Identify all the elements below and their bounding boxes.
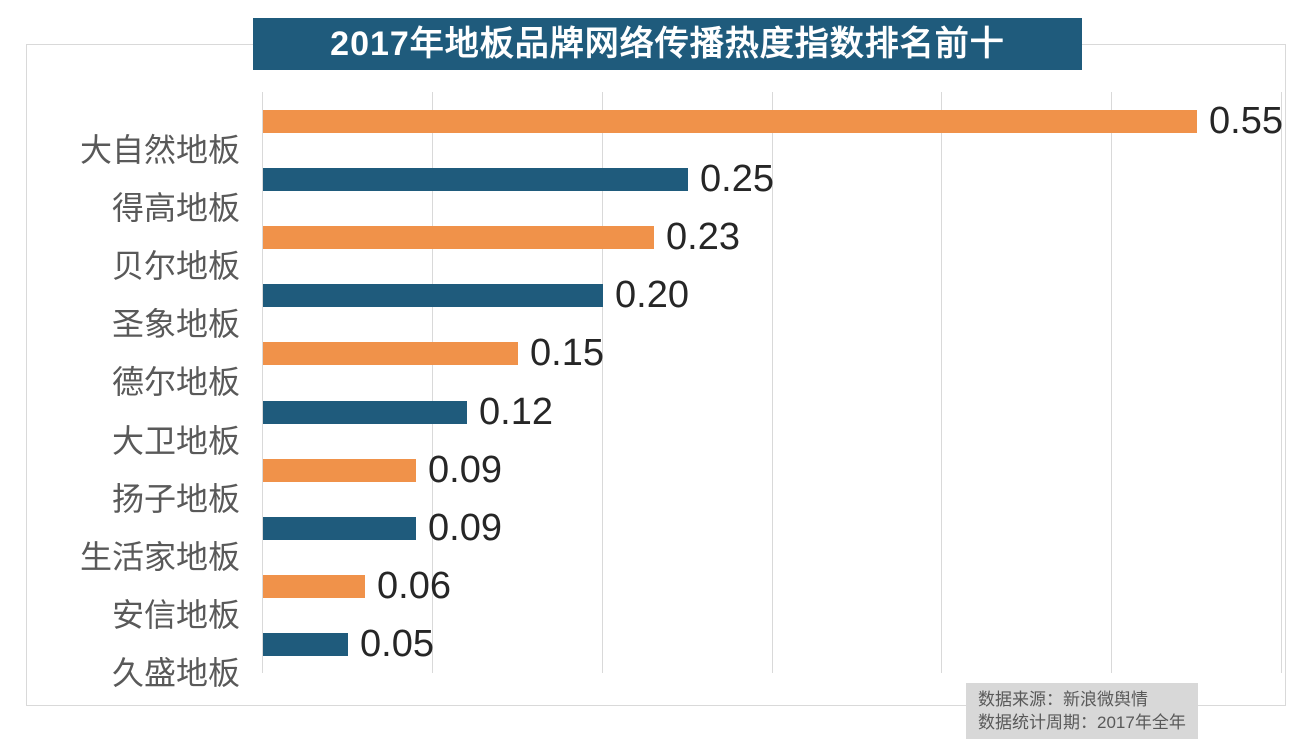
- bar: [263, 459, 416, 482]
- category-label: 贝尔地板: [111, 248, 240, 284]
- category-label: 扬子地板: [111, 481, 240, 517]
- category-label: 德尔地板: [111, 364, 240, 400]
- value-label: 0.55: [1209, 100, 1283, 142]
- bar-row: 圣象地板 0.20: [0, 266, 1314, 342]
- value-label: 0.23: [666, 216, 740, 258]
- bar-row: 大自然地板 0.55: [0, 92, 1314, 168]
- bar: [263, 342, 518, 365]
- category-label: 圣象地板: [111, 306, 240, 342]
- source-note-line2: 数据统计周期：2017年全年: [978, 713, 1186, 732]
- gridline: [941, 92, 942, 673]
- value-label: 0.05: [360, 623, 434, 665]
- gridline: [262, 92, 263, 673]
- bar: [263, 633, 348, 656]
- gridline: [1281, 92, 1282, 673]
- value-label: 0.20: [615, 274, 689, 316]
- bar: [263, 226, 654, 249]
- gridline: [1111, 92, 1112, 673]
- bar-row: 得高地板 0.25: [0, 150, 1314, 226]
- bar-row: 扬子地板 0.09: [0, 441, 1314, 517]
- chart-frame: [26, 44, 1286, 706]
- bar-row: 生活家地板 0.09: [0, 499, 1314, 575]
- value-label: 0.25: [700, 158, 774, 200]
- value-label: 0.09: [428, 449, 502, 491]
- category-label: 安信地板: [111, 597, 240, 633]
- bar-row: 贝尔地板 0.23: [0, 208, 1314, 284]
- value-label: 0.06: [377, 565, 451, 607]
- chart-title: 2017年地板品牌网络传播热度指数排名前十: [253, 18, 1082, 70]
- bar-row: 安信地板 0.06: [0, 557, 1314, 633]
- value-label: 0.15: [530, 332, 604, 374]
- source-note: 数据来源：新浪微舆情 数据统计周期：2017年全年: [966, 683, 1198, 739]
- category-label: 生活家地板: [79, 539, 240, 575]
- gridline: [772, 92, 773, 673]
- value-label: 0.12: [479, 391, 553, 433]
- bar-row: 久盛地板 0.05: [0, 615, 1314, 691]
- category-label: 大卫地板: [111, 423, 240, 459]
- bar: [263, 110, 1197, 133]
- category-label: 得高地板: [111, 190, 240, 226]
- bar: [263, 168, 688, 191]
- gridline: [602, 92, 603, 673]
- bar-row: 大卫地板 0.12: [0, 383, 1314, 459]
- source-note-line1: 数据来源：新浪微舆情: [978, 690, 1148, 709]
- value-label: 0.09: [428, 507, 502, 549]
- category-label: 久盛地板: [111, 655, 240, 691]
- gridline: [432, 92, 433, 673]
- category-label: 大自然地板: [79, 132, 240, 168]
- bar: [263, 284, 603, 307]
- bar: [263, 575, 365, 598]
- bar: [263, 517, 416, 540]
- bar: [263, 401, 467, 424]
- bar-row: 德尔地板 0.15: [0, 324, 1314, 400]
